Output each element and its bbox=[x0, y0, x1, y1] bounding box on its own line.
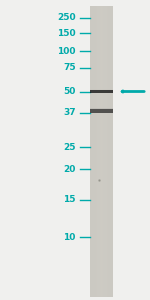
Text: 250: 250 bbox=[57, 14, 76, 22]
Bar bbox=[90, 110, 112, 112]
Bar bbox=[90, 6, 91, 297]
Bar bbox=[110, 6, 111, 297]
Bar bbox=[90, 90, 112, 93]
Bar bbox=[101, 6, 102, 297]
Bar bbox=[94, 6, 96, 297]
Bar bbox=[91, 6, 92, 297]
Bar bbox=[102, 6, 104, 297]
Bar bbox=[90, 108, 112, 109]
Text: 50: 50 bbox=[63, 87, 76, 96]
Bar bbox=[105, 6, 106, 297]
Bar bbox=[90, 88, 112, 89]
Bar bbox=[108, 6, 109, 297]
Text: 25: 25 bbox=[63, 142, 76, 152]
Text: 15: 15 bbox=[63, 195, 76, 204]
Bar bbox=[100, 6, 101, 297]
Bar bbox=[90, 88, 112, 89]
Text: 100: 100 bbox=[57, 46, 76, 56]
Text: 20: 20 bbox=[63, 165, 76, 174]
Bar bbox=[106, 6, 107, 297]
Bar bbox=[90, 88, 112, 89]
Bar bbox=[97, 6, 98, 297]
Bar bbox=[103, 6, 105, 297]
Text: 75: 75 bbox=[63, 63, 76, 72]
Bar bbox=[107, 6, 108, 297]
Text: 37: 37 bbox=[63, 108, 76, 117]
Text: 10: 10 bbox=[63, 232, 76, 242]
Bar bbox=[96, 6, 97, 297]
Bar bbox=[90, 6, 112, 297]
Bar bbox=[93, 6, 94, 297]
Bar bbox=[109, 6, 110, 297]
Bar bbox=[90, 88, 112, 89]
Text: 150: 150 bbox=[57, 28, 76, 38]
Bar bbox=[98, 6, 99, 297]
Bar bbox=[99, 6, 100, 297]
Bar bbox=[111, 6, 112, 297]
Bar bbox=[92, 6, 93, 297]
